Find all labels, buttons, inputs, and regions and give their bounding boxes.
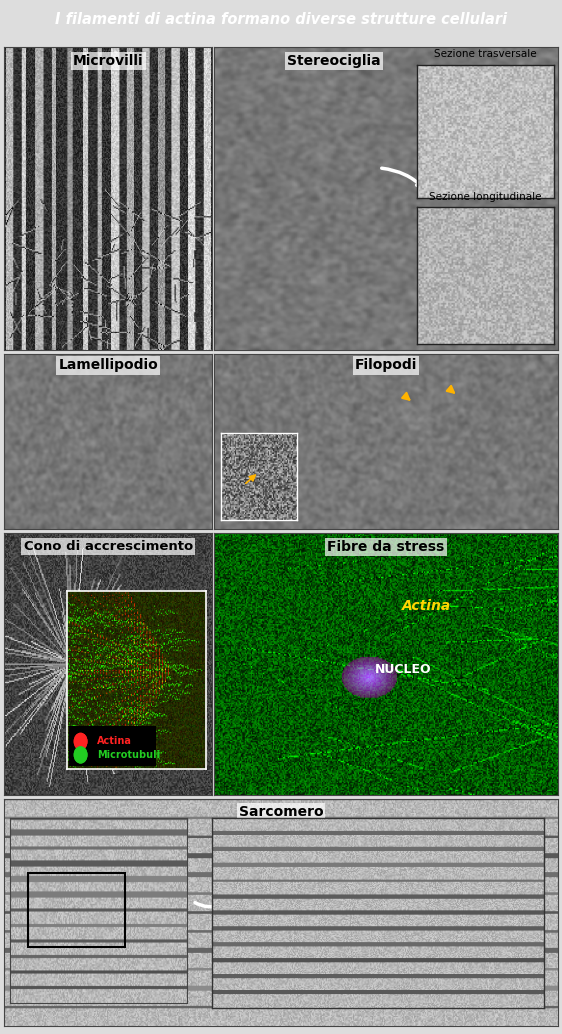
Text: Filopodi: Filopodi bbox=[355, 359, 417, 372]
Text: I filamenti di actina formano diverse strutture cellulari: I filamenti di actina formano diverse st… bbox=[55, 11, 507, 27]
Text: Actina: Actina bbox=[97, 736, 132, 747]
Text: Sezione trasversale: Sezione trasversale bbox=[434, 50, 537, 59]
Text: Microtubuli: Microtubuli bbox=[97, 750, 160, 760]
Circle shape bbox=[74, 747, 87, 763]
Text: Actina: Actina bbox=[97, 736, 132, 747]
Text: Sarcomero: Sarcomero bbox=[239, 805, 323, 819]
Text: Fibre da stress: Fibre da stress bbox=[327, 540, 445, 553]
Text: Stereociglia: Stereociglia bbox=[288, 54, 381, 68]
Text: FIBROCELLULA
MUSCOLARE: FIBROCELLULA MUSCOLARE bbox=[33, 976, 120, 998]
Text: Actina: Actina bbox=[402, 600, 452, 613]
Text: Microtubuli: Microtubuli bbox=[97, 750, 160, 760]
Text: Sezione longitudinale: Sezione longitudinale bbox=[429, 192, 542, 202]
Text: Cono di accrescimento: Cono di accrescimento bbox=[24, 540, 193, 552]
Text: Microvilli: Microvilli bbox=[73, 54, 143, 68]
FancyBboxPatch shape bbox=[70, 726, 156, 765]
Circle shape bbox=[74, 733, 87, 750]
Text: NUCLEO: NUCLEO bbox=[375, 663, 431, 676]
Circle shape bbox=[74, 747, 87, 763]
Text: Lamellipodio: Lamellipodio bbox=[58, 359, 158, 372]
Circle shape bbox=[74, 733, 87, 750]
Bar bbox=[28, 874, 125, 947]
